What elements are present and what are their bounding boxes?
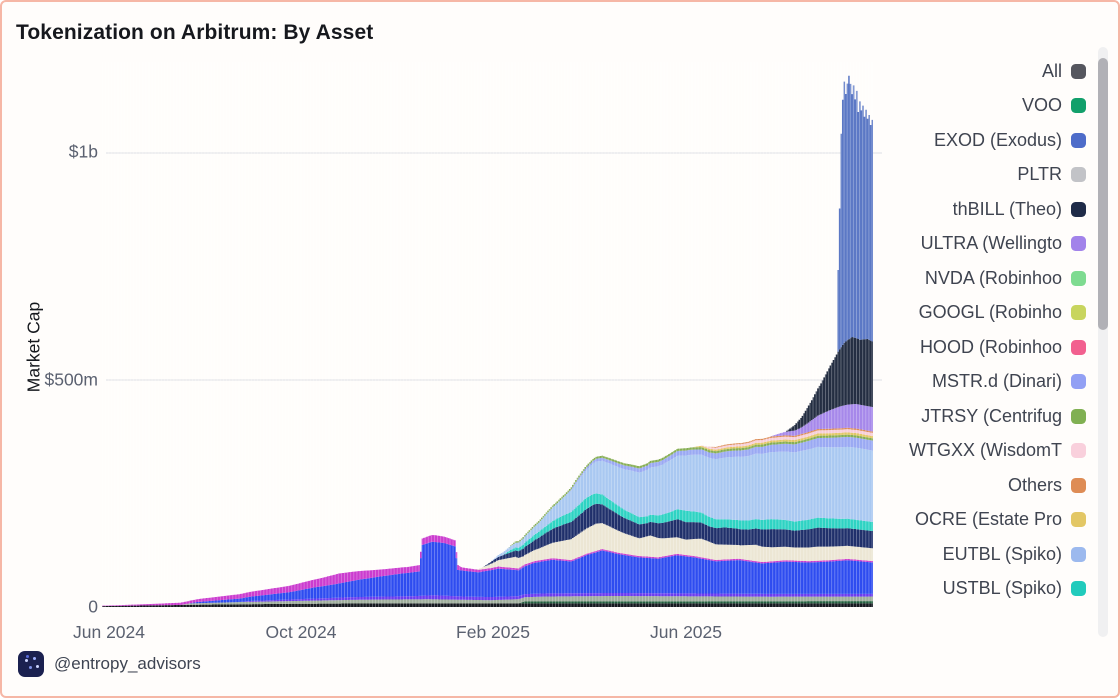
- footer: @entropy_advisors: [18, 651, 201, 677]
- legend-item-others[interactable]: Others: [874, 468, 1086, 503]
- y-tick-1b: $1b: [68, 141, 98, 162]
- legend-item-ustbl-spiko[interactable]: USTBL (Spiko): [874, 572, 1086, 607]
- legend-item-label: JTRSY (Centrifug: [921, 405, 1062, 426]
- legend-item-label: EUTBL (Spiko): [942, 543, 1062, 564]
- legend-item-label: OCRE (Estate Pro: [914, 509, 1062, 530]
- legend-item-label: MSTR.d (Dinari): [931, 371, 1062, 392]
- legend-item-label: NVDA (Robinhoo: [924, 267, 1062, 288]
- footer-handle: @entropy_advisors: [54, 654, 201, 673]
- legend-item-hood-robinhoo[interactable]: HOOD (Robinhoo: [874, 330, 1086, 365]
- legend-item-label: EXOD (Exodus): [933, 129, 1062, 150]
- legend-swatch: [1071, 98, 1086, 114]
- stacked-bar-plot[interactable]: [102, 62, 882, 612]
- legend-item-jtrsy-centrifug[interactable]: JTRSY (Centrifug: [874, 399, 1086, 434]
- legend-swatch: [1071, 339, 1086, 355]
- legend-item-eutbl-spiko[interactable]: EUTBL (Spiko): [874, 537, 1086, 572]
- legend-item-voo[interactable]: VOO: [874, 89, 1086, 124]
- legend-scrollbar-track[interactable]: [1098, 47, 1108, 637]
- x-tick-feb-2025: Feb 2025: [456, 622, 530, 642]
- legend-item-label: Others: [1007, 474, 1062, 495]
- x-tick-jun-2024: Jun 2024: [72, 622, 146, 642]
- legend-swatch: [1071, 408, 1086, 424]
- bar-gap-striping: [102, 62, 873, 612]
- legend-swatch: [1071, 374, 1086, 390]
- legend-item-label: GOOGL (Robinho: [918, 302, 1062, 323]
- legend: All VOO EXOD (Exodus) PLTR thBILL (Theo) ULTR…: [874, 54, 1086, 606]
- legend-item-label: VOO: [1021, 95, 1062, 116]
- legend-item-label: ULTRA (Wellingto: [920, 233, 1062, 254]
- legend-swatch: [1071, 132, 1086, 148]
- legend-swatch: [1071, 512, 1086, 528]
- legend-item-exod-exodus[interactable]: EXOD (Exodus): [874, 123, 1086, 158]
- y-tick-0: 0: [88, 596, 98, 617]
- legend-swatch: [1071, 477, 1086, 493]
- y-tick-500m: $500m: [44, 369, 98, 390]
- legend-swatch: [1071, 443, 1086, 459]
- legend-item-pltr[interactable]: PLTR: [874, 158, 1086, 193]
- legend-swatch: [1071, 236, 1086, 252]
- legend-item-all[interactable]: All: [874, 54, 1086, 89]
- legend-item-wtgxx-wisdomt[interactable]: WTGXX (WisdomT: [874, 434, 1086, 469]
- legend-item-thbill-theo[interactable]: thBILL (Theo): [874, 192, 1086, 227]
- legend-item-label: All: [1041, 60, 1062, 81]
- x-tick-jun-2025: Jun 2025: [649, 622, 723, 642]
- legend-swatch: [1071, 581, 1086, 597]
- chart-title: Tokenization on Arbitrum: By Asset: [16, 21, 374, 44]
- legend-swatch: [1071, 63, 1086, 79]
- entropy-advisors-logo: [18, 651, 44, 677]
- legend-item-ultra-wellingto[interactable]: ULTRA (Wellingto: [874, 227, 1086, 262]
- legend-swatch: [1071, 201, 1086, 217]
- legend-swatch: [1071, 546, 1086, 562]
- legend-item-ocre-estate-pro[interactable]: OCRE (Estate Pro: [874, 503, 1086, 538]
- legend-swatch: [1071, 305, 1086, 321]
- legend-item-nvda-robinhoo[interactable]: NVDA (Robinhoo: [874, 261, 1086, 296]
- legend-swatch: [1071, 270, 1086, 286]
- legend-item-label: WTGXX (WisdomT: [909, 440, 1062, 461]
- legend-scrollbar-thumb[interactable]: [1098, 58, 1108, 330]
- legend-item-label: USTBL (Spiko): [942, 578, 1062, 599]
- legend-item-mstr-d-dinari[interactable]: MSTR.d (Dinari): [874, 365, 1086, 400]
- legend-swatch: [1071, 167, 1086, 183]
- legend-item-label: thBILL (Theo): [952, 198, 1062, 219]
- legend-item-googl-robinho[interactable]: GOOGL (Robinho: [874, 296, 1086, 331]
- x-tick-oct-2024: Oct 2024: [265, 622, 337, 642]
- legend-item-label: HOOD (Robinhoo: [919, 336, 1062, 357]
- legend-item-label: PLTR: [1017, 164, 1062, 185]
